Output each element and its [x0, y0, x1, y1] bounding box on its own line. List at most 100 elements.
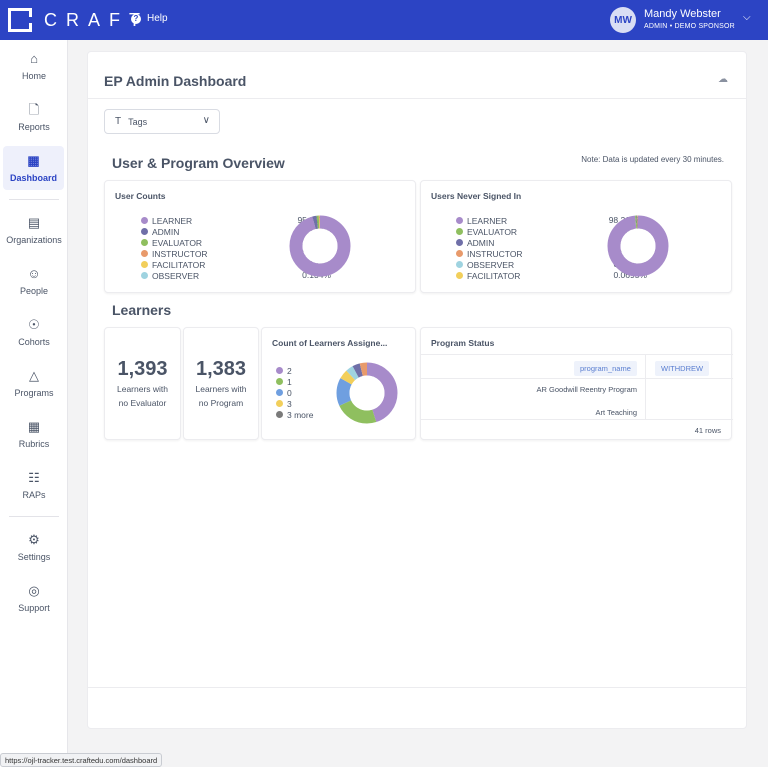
file-icon: 🗋	[28, 101, 40, 117]
clipboard-icon: ☷	[28, 469, 40, 485]
legend-swatch	[276, 411, 283, 418]
sidebar-item-label: Cohorts	[18, 336, 50, 347]
chevron-down-icon[interactable]: ⌵	[743, 12, 751, 23]
donut-slice[interactable]	[289, 215, 351, 277]
legend-label: 3 more	[287, 409, 314, 420]
sidebar-item-label: People	[19, 285, 49, 296]
column-header-program-name[interactable]: program_name	[574, 361, 637, 376]
building-icon: ▤	[27, 214, 41, 230]
sidebar-item-support[interactable]: ◎ Support	[0, 576, 68, 620]
learners-no-evaluator-card: 1,393 Learners with no Evaluator	[104, 327, 181, 440]
learners-section-title: Learners	[112, 302, 172, 318]
sidebar-item-label: Programs	[14, 387, 54, 398]
overview-section-title: User & Program Overview	[112, 155, 285, 171]
tags-filter-dropdown[interactable]: T Tags ∨	[104, 109, 220, 134]
legend-swatch	[141, 239, 148, 246]
sidebar-item-people[interactable]: ☺ People	[0, 259, 68, 303]
sidebar-item-organizations[interactable]: ▤ Organizations	[0, 208, 68, 252]
sidebar-item-reports[interactable]: 🗋 Reports	[0, 95, 68, 139]
divider	[645, 354, 646, 419]
donut-slice[interactable]	[336, 362, 398, 424]
sidebar-item-settings[interactable]: ⚙ Settings	[0, 525, 68, 569]
legend-label: 1	[287, 376, 292, 387]
donut-hole	[349, 375, 385, 411]
page-title: EP Admin Dashboard	[104, 73, 247, 89]
sidebar-item-label: Settings	[17, 551, 51, 562]
legend-label: ADMIN	[152, 226, 180, 237]
grid-icon: ▦	[27, 152, 40, 168]
user-role: ADMIN • DEMO SPONSOR	[644, 23, 735, 30]
legend-label: INSTRUCTOR	[467, 248, 523, 259]
cloud-sync-icon[interactable]: ☁	[718, 74, 728, 85]
divider	[421, 354, 733, 355]
sidebar-item-rubrics[interactable]: ▦ Rubrics	[0, 412, 68, 456]
column-header-withdrew[interactable]: WITHDREW	[655, 361, 710, 376]
legend-label: EVALUATOR	[152, 237, 203, 248]
sidebar-item-home[interactable]: ⌂ Home	[0, 44, 68, 88]
divider	[9, 516, 59, 517]
legend-label: 0	[287, 387, 292, 398]
status-bar-url: https://ojl-tracker.test.craftedu.com/da…	[0, 753, 163, 767]
divider	[421, 378, 733, 379]
craft-logo[interactable]: CRAFT	[8, 8, 149, 32]
legend-item: 0	[276, 387, 292, 398]
legend-item: 3 more	[276, 409, 313, 420]
legend-item: ADMIN	[456, 237, 494, 248]
avatar[interactable]: MW	[610, 7, 636, 33]
card-title: User Counts	[115, 191, 166, 201]
sidebar-item-label: RAPs	[22, 489, 46, 500]
legend-label: OBSERVER	[467, 259, 515, 270]
sidebar-item-label: Support	[18, 602, 50, 613]
people-icon: ☺	[27, 265, 41, 281]
legend-swatch	[141, 272, 148, 279]
card-title: Users Never Signed In	[431, 191, 522, 201]
legend-label: INSTRUCTOR	[152, 248, 208, 259]
legend-item: OBSERVER	[456, 259, 514, 270]
learners-no-evaluator-label-2: no Evaluator	[118, 398, 167, 408]
user-counts-donut	[289, 215, 351, 277]
legend-label: OBSERVER	[152, 270, 200, 281]
legend-item: OBSERVER	[141, 270, 199, 281]
donut-hole	[302, 228, 338, 264]
sidebar-item-label: Organizations	[6, 234, 62, 245]
learners-no-program-label-2: no Program	[198, 398, 244, 408]
sidebar-item-raps[interactable]: ☷ RAPs	[0, 463, 68, 507]
logo-mark-icon	[8, 8, 32, 32]
help-link[interactable]: ? Help	[131, 13, 168, 24]
divider	[88, 687, 746, 688]
legend-item: FACILITATOR	[456, 270, 520, 281]
sidebar-item-dashboard[interactable]: ▦ Dashboard	[3, 146, 64, 190]
learners-no-program-card: 1,383 Learners with no Program	[183, 327, 259, 440]
legend-label: EVALUATOR	[467, 226, 518, 237]
card-title: Count of Learners Assigne...	[272, 338, 388, 348]
program-status-card: Program Status program_name WITHDREW AR …	[420, 327, 733, 440]
users-never-signed-in-card: Users Never Signed In LEARNER 98.2627% EVA…	[420, 180, 732, 293]
donut-slice[interactable]	[607, 215, 669, 277]
logo-text: CRAFT	[44, 9, 149, 30]
legend-item: LEARNER	[456, 215, 507, 226]
divider	[88, 98, 746, 99]
legend-item: EVALUATOR	[456, 226, 517, 237]
user-counts-card: User Counts LEARNER95.847%ADMIN2.143%EVA…	[104, 180, 416, 293]
legend-item: 2	[276, 365, 292, 376]
learners-no-evaluator-label-1: Learners with	[116, 384, 169, 394]
tags-filter-label: Tags	[128, 116, 148, 127]
legend-item: INSTRUCTOR	[456, 248, 523, 259]
table-cell: AR Goodwill Reentry Program	[536, 385, 637, 394]
sidebar-item-cohorts[interactable]: ☉ Cohorts	[0, 310, 68, 354]
legend-swatch	[456, 239, 463, 246]
text-type-icon: T	[115, 116, 122, 127]
learners-no-program-value: 1,383	[195, 358, 247, 380]
legend-label: 3	[287, 398, 292, 409]
legend-swatch	[456, 250, 463, 257]
donut-slice[interactable]	[336, 362, 398, 424]
update-note: Note: Data is updated every 30 minutes.	[581, 155, 724, 164]
sidebar: ⌂ Home 🗋 Reports ▦ Dashboard ▤ Organizat…	[0, 40, 68, 767]
donut-slice[interactable]	[336, 362, 398, 424]
table-icon: ▦	[27, 418, 41, 434]
user-name[interactable]: Mandy Webster	[644, 8, 721, 20]
help-icon: ?	[131, 13, 141, 24]
legend-swatch	[141, 250, 148, 257]
cohort-icon: ☉	[28, 316, 40, 332]
sidebar-item-programs[interactable]: △ Programs	[0, 361, 68, 405]
